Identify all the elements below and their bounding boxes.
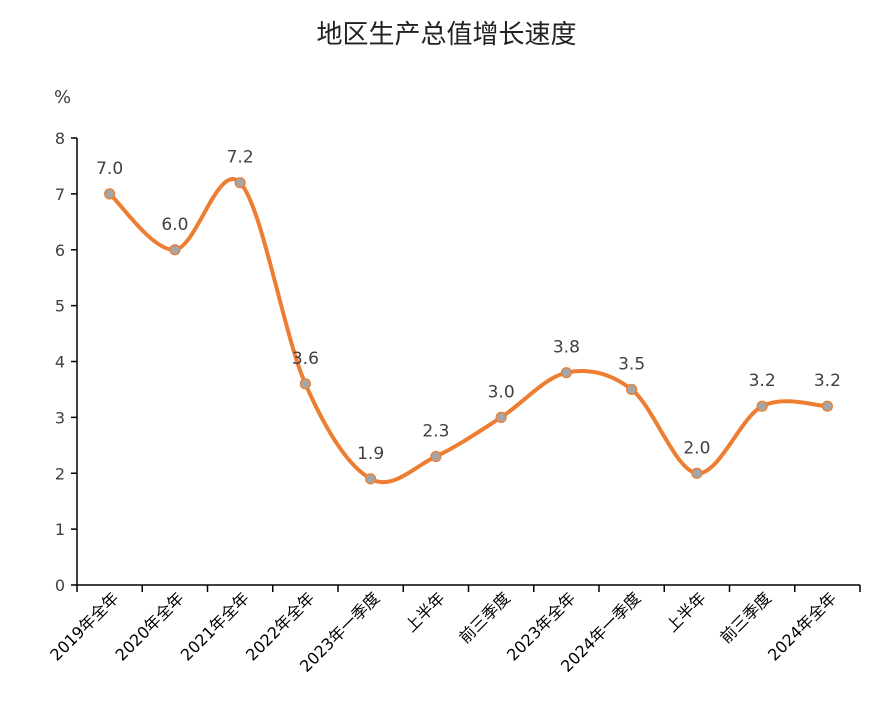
data-point [104,188,116,200]
y-tick-label: 7 [55,185,65,204]
data-label: 7.0 [96,159,123,179]
y-axis-unit-label: % [54,87,71,108]
x-category-label: 2024年全年 [764,588,840,664]
data-label: 1.9 [357,444,384,464]
y-tick-label: 8 [55,129,65,148]
data-point [430,450,442,463]
x-category-label: 上半年 [662,588,709,635]
data-point [299,378,311,390]
data-label: 6.0 [161,215,188,235]
y-tick-label: 0 [55,576,65,595]
data-label: 3.8 [553,338,580,358]
data-point [626,383,638,396]
data-label: 2.0 [683,438,710,458]
x-category-label: 2021年全年 [177,588,253,664]
y-tick-label: 1 [55,520,65,539]
x-category-label: 2019年全年 [46,588,122,664]
x-category-label: 2020年全年 [112,588,188,664]
y-tick-label: 2 [55,464,65,483]
chart-title: 地区生产总值增长速度 [316,20,577,50]
data-label: 2.3 [422,421,449,441]
axes [76,138,860,586]
y-axis-ticks: 0 1 2 3 4 5 6 7 8 [55,129,77,595]
data-point [169,244,181,256]
data-point [365,473,377,485]
data-labels: 7.0 6.0 7.2 3.6 1.9 2.3 3.0 3.8 3.5 2.0 3.2 3.2 [96,148,841,464]
data-label: 3.2 [814,371,841,391]
data-point [756,400,768,412]
data-point [821,400,833,412]
x-axis-ticks: 2019年全年2020年全年2021年全年2022年全年2023年一季度 上半年前… [46,585,861,676]
data-label: 7.2 [227,148,254,168]
y-tick-label: 5 [55,297,65,316]
series-markers [104,177,833,485]
y-tick-label: 6 [55,241,65,260]
data-label: 3.2 [749,371,776,391]
data-label: 3.5 [618,354,645,374]
y-tick-label: 3 [55,408,65,427]
y-tick-label: 4 [55,353,65,372]
data-label: 3.6 [292,349,319,369]
x-category-label: 上半年 [401,588,448,635]
data-point [691,467,703,479]
series-line [107,177,830,485]
data-point [234,177,246,189]
data-point [560,367,572,379]
x-category-label: 前三季度 [455,588,514,647]
data-label: 3.0 [488,382,515,402]
x-category-label: 前三季度 [716,588,775,647]
data-point [495,411,507,423]
